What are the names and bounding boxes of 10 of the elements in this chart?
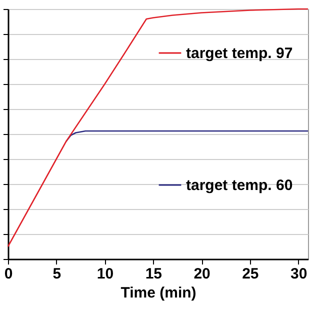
legend-label: target temp. 97: [186, 45, 293, 62]
x-axis-title: Time (min): [120, 284, 196, 302]
x-tick-label: 20: [194, 266, 210, 282]
x-tick-label: 5: [52, 266, 62, 282]
x-tick-label: 15: [145, 266, 162, 282]
legend-label: target temp. 60: [186, 177, 293, 194]
x-tick-label: 0: [4, 266, 13, 282]
x-tick-label: 10: [96, 266, 114, 282]
x-tick-label: 30: [290, 266, 308, 282]
x-tick-label: 25: [242, 266, 259, 282]
